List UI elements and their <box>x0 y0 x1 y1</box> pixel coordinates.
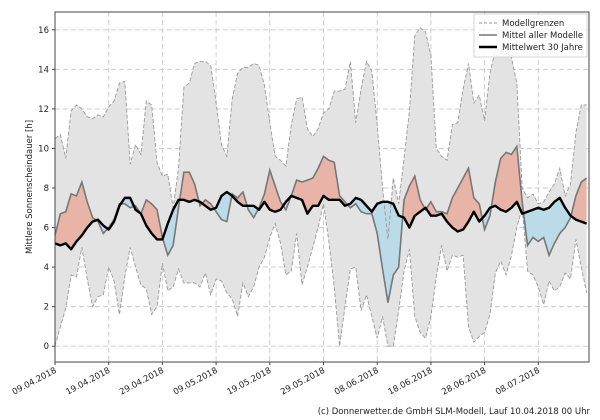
y-tick-label: 10 <box>38 144 49 154</box>
x-tick-label: 19.05.2018 <box>226 366 274 398</box>
y-axis-label: Mittlere Sonnenscheindauer [h] <box>25 120 35 254</box>
y-tick-label: 16 <box>38 26 49 36</box>
x-tick-label: 19.04.2018 <box>64 366 112 398</box>
y-tick-label: 0 <box>44 342 49 352</box>
x-tick-label: 29.04.2018 <box>118 366 166 398</box>
y-tick-label: 12 <box>38 105 49 115</box>
legend-label-mean: Mittel aller Modelle <box>502 31 583 41</box>
y-axis: 0 2 4 6 8 10 12 14 16 <box>38 26 55 352</box>
copyright-footer: (c) Donnerwetter.de GmbH SLM-Modell, Lau… <box>318 407 591 417</box>
series-lower-bound-line <box>55 203 588 347</box>
plot-frame <box>54 11 590 363</box>
above-normal-area <box>55 146 587 250</box>
legend-label-bounds: Modellgrenzen <box>502 19 564 29</box>
x-tick-label: 29.05.2018 <box>279 366 327 398</box>
legend-label-climate: Mittelwert 30 Jahre <box>502 43 583 53</box>
y-tick-label: 8 <box>44 184 49 194</box>
y-tick-label: 4 <box>44 263 49 273</box>
x-tick-label: 08.07.2018 <box>494 366 542 398</box>
y-tick-label: 2 <box>44 303 49 313</box>
plot-area <box>55 27 588 347</box>
series-30yr-mean-line <box>55 190 588 251</box>
series-model-mean-line <box>55 144 588 303</box>
x-tick-label: 28.06.2018 <box>440 366 488 398</box>
legend: Modellgrenzen Mittel aller Modelle Mitte… <box>473 13 588 58</box>
y-tick-label: 14 <box>38 65 49 75</box>
x-axis: 09.04.2018 19.04.2018 29.04.2018 09.05.2018… <box>11 362 542 397</box>
x-tick-label: 09.05.2018 <box>172 366 220 398</box>
y-tick-label: 6 <box>44 224 49 234</box>
x-tick-label: 18.06.2018 <box>387 366 435 398</box>
x-tick-label: 08.06.2018 <box>333 366 381 398</box>
x-tick-label: 09.04.2018 <box>11 366 59 398</box>
